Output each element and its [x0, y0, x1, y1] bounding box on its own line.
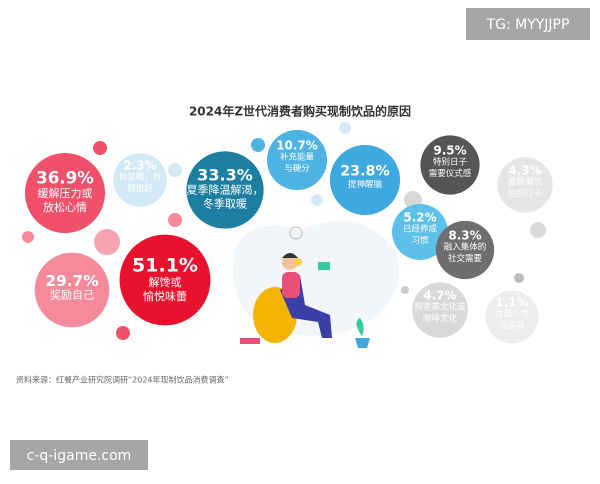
- value-label: 9.5%: [433, 144, 466, 158]
- bubble: [329, 144, 401, 216]
- bubble-label: 愉悦味蕾: [143, 289, 187, 303]
- bubble-label: 夏季降温解渴，: [187, 182, 264, 196]
- bubble-label: 体现个性: [495, 308, 530, 319]
- bubble-label: 拍照打卡: [508, 188, 543, 199]
- bubble: [497, 157, 553, 213]
- bubble-label: 冬季取暖: [203, 196, 247, 210]
- bubble: [412, 282, 468, 338]
- bubble-label: 社交需要: [448, 253, 483, 264]
- bubble-label: 提神醒脑: [348, 179, 383, 190]
- watermark-box: [466, 8, 590, 40]
- bubble-label: 放松心情: [43, 200, 87, 214]
- value-label: 2.3%: [123, 159, 156, 173]
- bubble: [34, 252, 110, 328]
- bubble: [24, 152, 106, 234]
- value-label: 29.7%: [45, 272, 98, 290]
- bubble-label: 与糖分: [284, 163, 310, 174]
- bubble-label: 与品味: [499, 320, 525, 331]
- bubble-label: 需要仪式感: [429, 168, 472, 179]
- value-label: 8.3%: [448, 229, 481, 243]
- bubble-label: 缓解压力或: [38, 186, 93, 200]
- watermark: c-q-igame.com: [27, 448, 132, 464]
- bubble: [186, 151, 264, 229]
- value-label: 10.7%: [276, 139, 318, 153]
- value-label: 33.3%: [197, 166, 252, 185]
- bubble-label: 补充能量: [280, 151, 315, 162]
- bubble-label: 习惯: [411, 235, 429, 246]
- bubble: [266, 129, 328, 191]
- value-label: 5.2%: [403, 211, 436, 225]
- bubble: [435, 220, 495, 280]
- bubble: [113, 153, 167, 207]
- value-label: 51.1%: [132, 255, 198, 277]
- bubble-label: 探索茶文化或: [414, 301, 466, 312]
- watermark-box: [10, 440, 148, 470]
- source: 资料来源：红餐产业研究院调研“2024年现制饮品消费调查”: [16, 375, 229, 385]
- value-label: 4.3%: [508, 164, 541, 178]
- bubble-label: 奖励自己: [50, 287, 94, 301]
- bubble-label: 颜值好: [127, 183, 153, 194]
- bubble-label: 紧跟潮流: [508, 176, 543, 187]
- bubble-label: 融入集体的: [444, 241, 487, 252]
- bubble: [119, 234, 211, 326]
- bubble-label: 包装酷，有: [119, 171, 162, 182]
- value-label: 36.9%: [36, 169, 94, 188]
- value-label: 4.7%: [423, 289, 456, 303]
- value-label: 1.1%: [495, 296, 528, 310]
- decor: [22, 122, 546, 348]
- bubble-label: 解馋或: [149, 275, 182, 289]
- bubble-label: 咖啡文化: [423, 313, 458, 324]
- watermark: TG: MYYJJPP: [486, 17, 570, 33]
- value-label: 23.8%: [340, 164, 390, 180]
- bubble: [420, 135, 480, 195]
- bubble-label: 已经养成: [403, 223, 438, 234]
- bubble-label: 特别日子: [433, 156, 468, 167]
- bubble: [392, 204, 448, 260]
- bubble: [485, 290, 539, 344]
- chart-title: 2024年Z世代消费者购买现制饮品的原因: [189, 104, 411, 119]
